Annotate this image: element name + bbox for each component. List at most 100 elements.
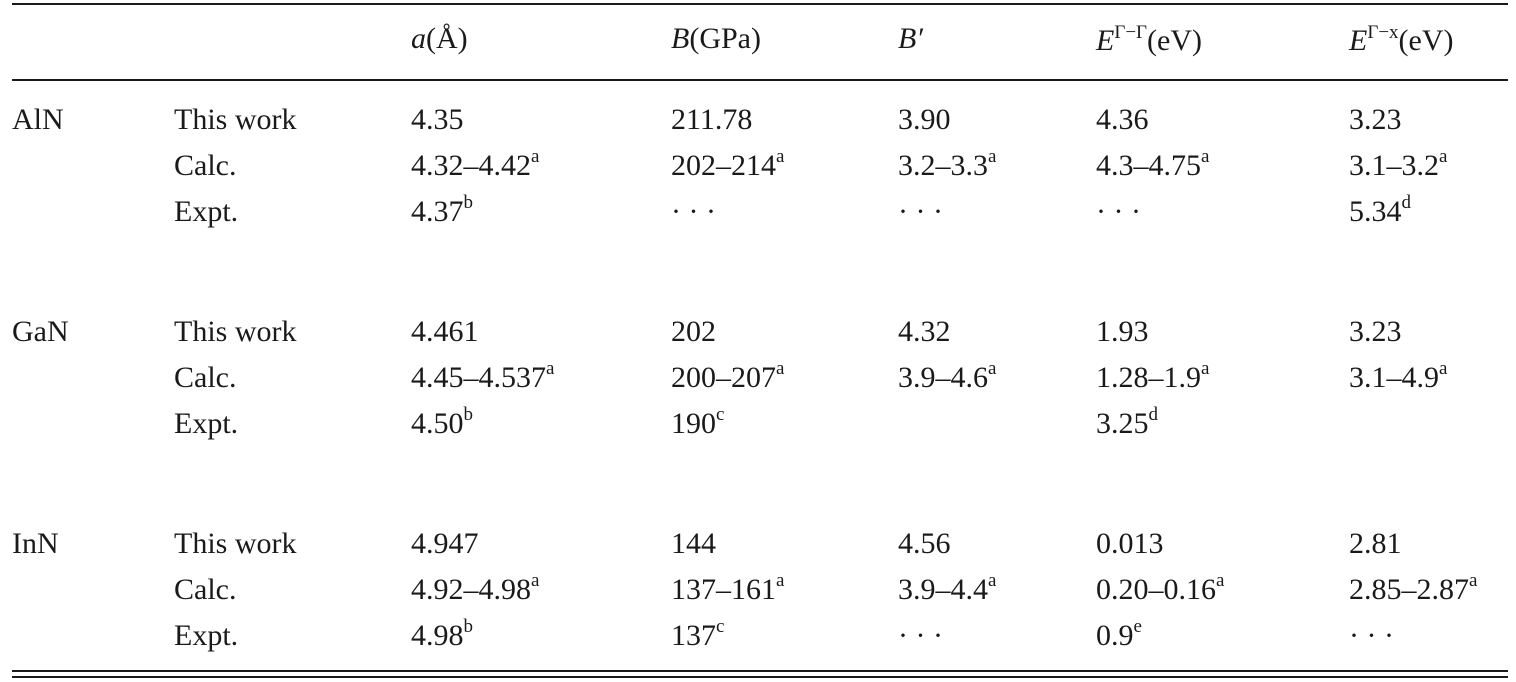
- table-row: Calc. 4.32–4.42a 202–214a 3.2–3.3a 4.3–4.75a…: [0, 146, 1516, 195]
- cell-gap-gamma-x: 2.85–2.87a: [1349, 571, 1477, 607]
- cell-gap-gamma-gamma: 1.93: [1096, 315, 1149, 349]
- material-name: InN: [12, 527, 59, 560]
- row-label: Calc.: [174, 361, 237, 394]
- cell-bulk-modulus-derivative: 3.2–3.3a: [898, 146, 997, 183]
- table-row: Calc. 4.45–4.537a 200–207a 3.9–4.6a 1.28–1.9…: [0, 358, 1516, 407]
- cell-gap-gamma-gamma: 3.25d: [1096, 405, 1158, 441]
- cell-gap-gamma-x: 3.23: [1349, 103, 1402, 137]
- cell-value: 4.98: [411, 619, 464, 652]
- cell-value: 1.28–1.9: [1096, 361, 1201, 394]
- cell-gap-gamma-gamma: 0.013: [1096, 527, 1164, 561]
- footnote-marker: a: [531, 146, 540, 167]
- cell-value: 3.1–4.9: [1349, 361, 1439, 394]
- footnote-marker: a: [531, 570, 540, 591]
- cell-gap-gamma-x: 2.81: [1349, 527, 1402, 561]
- bottom-rule-2: [12, 676, 1508, 678]
- cell-value: · · ·: [1096, 195, 1141, 228]
- table-row: Calc. 4.92–4.98a 137–161a 3.9–4.4a 0.20–0.16…: [0, 570, 1516, 619]
- table-row: Expt. 4.98b 137c · · · 0.9e · · ·: [0, 616, 1516, 665]
- footnote-marker: b: [463, 192, 474, 213]
- table-row: Expt. 4.50b 190c 3.25d: [0, 404, 1516, 453]
- cell-value: 4.50: [411, 407, 464, 440]
- row-label: Expt.: [174, 407, 239, 440]
- cell-gap-gamma-gamma: 4.36: [1096, 103, 1149, 137]
- cell-value: 0.013: [1096, 527, 1164, 560]
- footnote-marker: a: [776, 570, 785, 591]
- footnote-marker: a: [546, 358, 555, 379]
- row-label: Expt.: [174, 619, 239, 652]
- row-label: This work: [174, 315, 297, 348]
- cell-gap-gamma-gamma: 4.3–4.75a: [1096, 146, 1210, 183]
- cell-bulk-modulus-derivative: 3.90: [898, 103, 951, 137]
- header-bulk-modulus-derivative: B′: [898, 22, 923, 55]
- material-name: AlN: [12, 103, 64, 136]
- cell-value: · · ·: [898, 195, 943, 228]
- cell-lattice-constant: 4.92–4.98a: [411, 570, 540, 607]
- cell-value: 4.461: [411, 315, 479, 348]
- cell-lattice-constant: 4.50b: [411, 404, 474, 441]
- cell-value: 202: [671, 315, 716, 348]
- cell-bulk-modulus: 137–161a: [671, 570, 785, 607]
- cell-value: 2.85–2.87: [1349, 573, 1469, 606]
- cell-value: 3.1–3.2: [1349, 149, 1439, 182]
- cell-bulk-modulus-derivative: · · ·: [898, 619, 943, 653]
- footnote-marker: a: [1439, 146, 1448, 167]
- cell-value: 4.37: [411, 195, 464, 228]
- cell-value: 190: [671, 407, 716, 440]
- cell-bulk-modulus: 200–207a: [671, 358, 785, 395]
- footnote-marker: b: [463, 404, 474, 425]
- cell-value: 4.35: [411, 103, 464, 136]
- cell-gap-gamma-x: 3.1–3.2a: [1349, 146, 1448, 183]
- cell-value: 3.9–4.4: [898, 573, 988, 606]
- cell-gap-gamma-gamma: 0.9e: [1096, 617, 1142, 653]
- cell-value: 0.20–0.16: [1096, 573, 1216, 606]
- cell-value: 1.93: [1096, 315, 1149, 348]
- cell-gap-gamma-gamma: 0.20–0.16a: [1096, 570, 1225, 607]
- cell-bulk-modulus: 211.78: [671, 103, 752, 137]
- cell-value: 202–214: [671, 149, 776, 182]
- footnote-marker: a: [988, 146, 997, 167]
- footnote-marker: a: [1201, 358, 1210, 379]
- header-lattice-constant: a(Å): [411, 22, 468, 55]
- footnote-marker: a: [1201, 146, 1210, 167]
- cell-value: 4.36: [1096, 103, 1149, 136]
- table-row: This work 4.461 202 4.32 1.93 3.23: [0, 315, 1516, 361]
- cell-lattice-constant: 4.98b: [411, 616, 474, 653]
- material-group: AlN This work 4.35 211.78 3.90 4.36 3.23 Calc. 4…: [0, 103, 1516, 253]
- cell-value: 137–161: [671, 573, 776, 606]
- bottom-rule-1: [12, 670, 1508, 672]
- cell-lattice-constant: 4.45–4.537a: [411, 358, 555, 395]
- footnote-marker: a: [776, 358, 785, 379]
- cell-lattice-constant: 4.35: [411, 103, 464, 137]
- footnote-marker: c: [716, 616, 725, 637]
- cell-value: 2.81: [1349, 527, 1402, 560]
- table-row: This work 4.35 211.78 3.90 4.36 3.23: [0, 103, 1516, 149]
- cell-value: 137: [671, 619, 716, 652]
- cell-gap-gamma-x: 3.1–4.9a: [1349, 358, 1448, 395]
- footnote-marker: a: [776, 146, 785, 167]
- cell-value: 3.23: [1349, 103, 1402, 136]
- cell-value: 4.92–4.98: [411, 573, 531, 606]
- cell-value: 200–207: [671, 361, 776, 394]
- footnote-marker: a: [1439, 358, 1448, 379]
- cell-value: 0.9: [1096, 619, 1134, 652]
- cell-gap-gamma-x: 3.23: [1349, 315, 1402, 349]
- cell-value: 5.34: [1349, 195, 1402, 228]
- cell-lattice-constant: 4.461: [411, 315, 479, 349]
- cell-bulk-modulus: 190c: [671, 405, 724, 441]
- cell-value: 3.9–4.6: [898, 361, 988, 394]
- row-label: Calc.: [174, 573, 237, 606]
- cell-value: · · ·: [898, 619, 943, 652]
- cell-value: 3.23: [1349, 315, 1402, 348]
- cell-value: 4.56: [898, 527, 951, 560]
- cell-lattice-constant: 4.37b: [411, 192, 474, 229]
- cell-value: · · ·: [671, 195, 716, 228]
- cell-bulk-modulus: 144: [671, 527, 716, 561]
- cell-value: · · ·: [1349, 619, 1394, 652]
- table-row: Expt. 4.37b · · · · · · · · · 5.34d: [0, 192, 1516, 241]
- cell-bulk-modulus: 202: [671, 315, 716, 349]
- footnote-marker: a: [1216, 570, 1225, 591]
- cell-value: 4.45–4.537: [411, 361, 546, 394]
- cell-value: 4.947: [411, 527, 479, 560]
- footnote-marker: b: [463, 616, 474, 637]
